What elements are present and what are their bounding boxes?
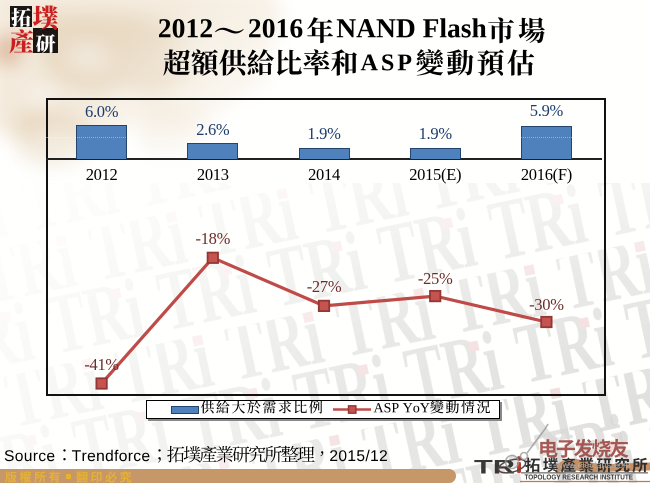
svg-text:TOPOLOGY RESEARCH INSTITUTE: TOPOLOGY RESEARCH INSTITUTE: [525, 473, 634, 482]
svg-text:www.elecfans.com: www.elecfans.com: [555, 460, 631, 470]
